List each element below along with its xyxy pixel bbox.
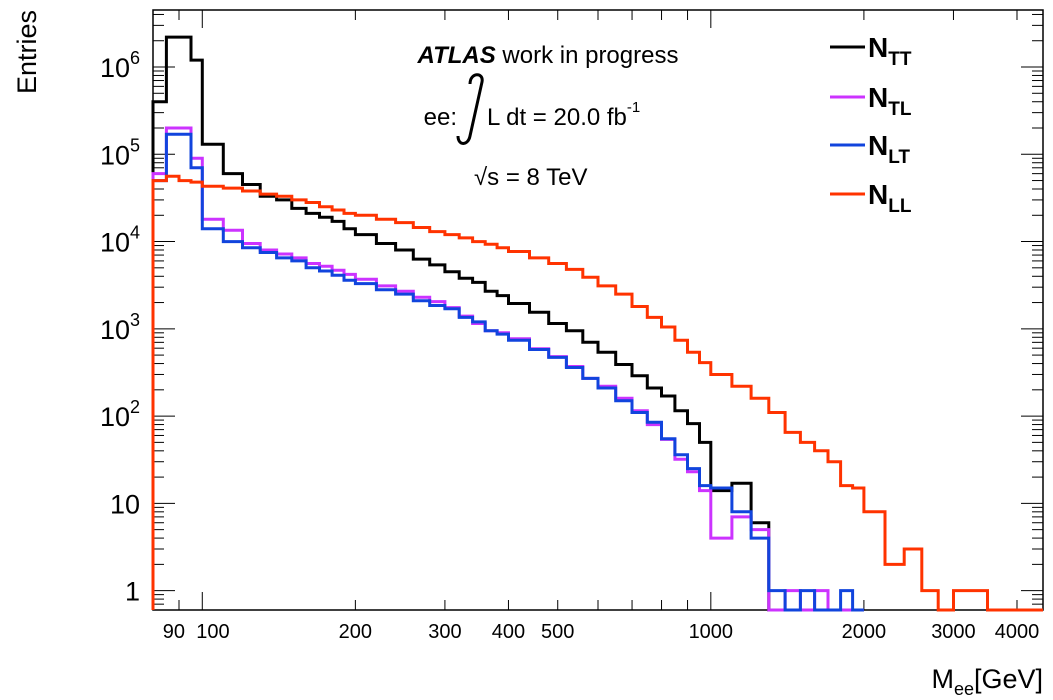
atlas-status: work in progress xyxy=(501,42,678,69)
x-tick-label: 90 xyxy=(163,621,185,643)
x-tick-label: 400 xyxy=(492,621,525,643)
legend-subscript: LL xyxy=(888,196,912,217)
x-axis-title-main: M xyxy=(931,664,954,694)
y-tick-exponent: 2 xyxy=(130,397,140,417)
legend-subscript: LT xyxy=(888,147,910,168)
y-tick-label: 1 xyxy=(125,577,140,607)
y-tick-base: 10 xyxy=(100,402,130,432)
y-tick-label: 102 xyxy=(100,397,140,432)
sqrt-symbol: √ xyxy=(474,164,488,191)
y-tick-base: 10 xyxy=(100,228,130,258)
series-tt-histogram xyxy=(151,35,864,612)
legend-subscript: TT xyxy=(888,49,912,70)
legend-name: N xyxy=(868,130,888,161)
y-tick-base: 10 xyxy=(100,53,130,83)
y-axis-title: Entries xyxy=(12,10,42,94)
luminosity-label: L dt = 20.0 fb-1 xyxy=(487,99,640,131)
y-tick-base: 1 xyxy=(125,577,140,607)
energy-value: s = 8 TeV xyxy=(487,164,587,191)
legend-subscript: TL xyxy=(888,99,912,120)
y-tick-label: 104 xyxy=(100,223,140,258)
luminosity-exponent: -1 xyxy=(627,99,640,116)
y-tick-base: 10 xyxy=(100,315,130,345)
legend-entry-ll: NLL xyxy=(868,179,912,217)
atlas-label: ATLAS work in progress xyxy=(417,42,679,69)
legend-name: N xyxy=(868,82,888,113)
y-tick-label: 106 xyxy=(100,48,140,83)
atlas-experiment: ATLAS xyxy=(417,42,496,69)
x-tick-label: 500 xyxy=(541,621,574,643)
series-lt-histogram xyxy=(151,132,864,612)
legend-entry-lt: NLT xyxy=(868,130,910,168)
x-tick-label: 200 xyxy=(339,621,372,643)
y-tick-exponent: 3 xyxy=(130,310,140,330)
x-axis-title: Mee[GeV] xyxy=(931,664,1043,695)
x-axis-title-sub: ee xyxy=(954,679,974,695)
y-tick-label: 103 xyxy=(100,310,140,345)
y-tick-base: 10 xyxy=(100,140,130,170)
y-tick-exponent: 4 xyxy=(130,223,140,243)
y-tick-base: 10 xyxy=(110,489,140,519)
x-tick-label: 1000 xyxy=(689,621,734,643)
luminosity-value: L dt = 20.0 fb xyxy=(487,104,627,131)
legend-entry-tt: NTT xyxy=(868,32,912,70)
x-tick-label: 100 xyxy=(196,621,229,643)
y-tick-label: 10 xyxy=(110,489,140,519)
legend-name: N xyxy=(868,32,888,63)
series-ll-histogram xyxy=(151,174,1043,612)
legend-entry-tl: NTL xyxy=(868,82,912,120)
x-tick-label: 300 xyxy=(428,621,461,643)
y-tick-exponent: 5 xyxy=(130,135,140,155)
x-tick-label: 3000 xyxy=(931,621,976,643)
energy-label: √s = 8 TeV xyxy=(474,164,587,191)
x-axis-title-unit: [GeV] xyxy=(974,664,1043,694)
x-tick-label: 4000 xyxy=(995,621,1040,643)
integral-sign-icon xyxy=(456,73,484,145)
y-tick-exponent: 6 xyxy=(130,48,140,68)
legend-name: N xyxy=(868,179,888,210)
y-tick-label: 105 xyxy=(100,135,140,170)
channel-label: ee: xyxy=(424,104,457,131)
x-tick-label: 2000 xyxy=(842,621,887,643)
